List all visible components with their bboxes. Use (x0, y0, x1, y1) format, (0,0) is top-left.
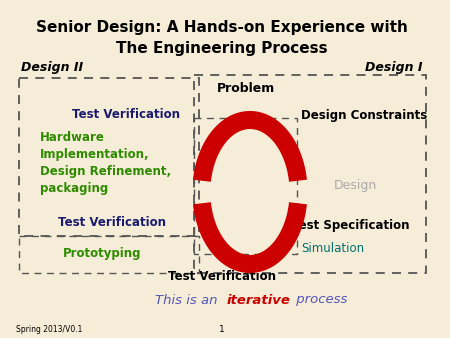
Text: Test Specification: Test Specification (292, 218, 410, 232)
Text: 1: 1 (219, 325, 225, 335)
Text: Design Constraints: Design Constraints (302, 108, 427, 121)
Text: iterative: iterative (227, 293, 290, 307)
Text: Test Verification: Test Verification (72, 108, 180, 121)
Bar (19, 78, 198, 236)
Bar (19, 236, 198, 273)
Text: Spring 2013/V0.1: Spring 2013/V0.1 (16, 325, 83, 335)
Bar (194, 118, 297, 254)
Text: Problem: Problem (217, 81, 275, 95)
Text: Design I: Design I (365, 62, 423, 74)
Text: Prototyping: Prototyping (63, 247, 141, 261)
Bar (194, 75, 426, 273)
Text: This is an: This is an (155, 293, 222, 307)
Text: process: process (292, 293, 347, 307)
Text: Senior Design: A Hands-on Experience with
The Engineering Process: Senior Design: A Hands-on Experience wit… (36, 20, 408, 56)
Text: Test Verification: Test Verification (168, 269, 276, 283)
Text: Hardware
Implementation,
Design Refinement,
packaging: Hardware Implementation, Design Refineme… (40, 131, 171, 195)
Text: Simulation: Simulation (302, 241, 364, 255)
Text: Design II: Design II (21, 62, 83, 74)
Text: Design: Design (334, 178, 378, 192)
Text: Test Verification: Test Verification (58, 216, 166, 228)
